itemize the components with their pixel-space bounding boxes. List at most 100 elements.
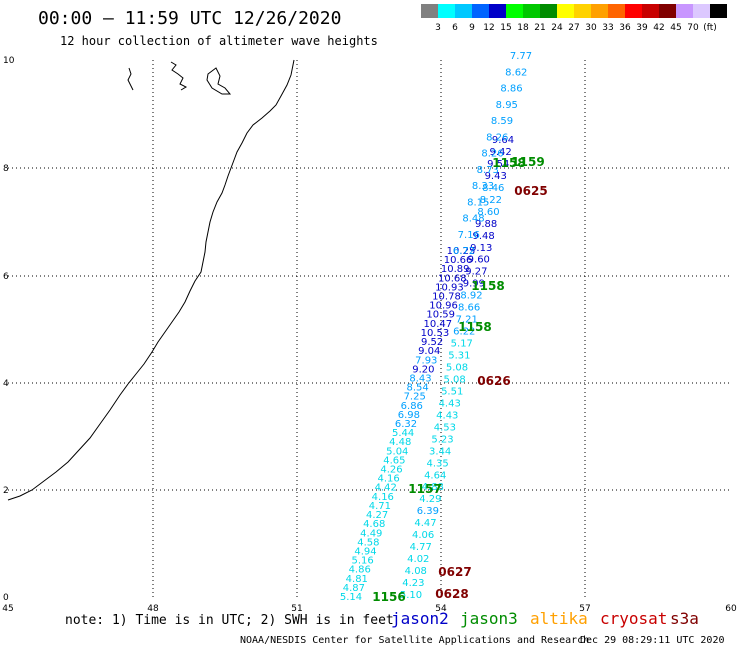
time-label: 1158	[471, 279, 504, 293]
wave-height-label: 9.99	[463, 279, 485, 290]
coastline-path	[7, 59, 295, 501]
time-label: 1159	[511, 155, 544, 169]
wave-height-label: 7.93	[415, 355, 437, 366]
scale-swatch	[472, 4, 489, 18]
wave-height-label: 9.04	[418, 346, 440, 357]
legend-note: note: 1) Time is in UTC; 2) SWH is in fe…	[65, 613, 394, 628]
wave-height-label: 7.21	[456, 315, 478, 326]
lat-tick-label: 8	[3, 164, 9, 174]
wave-height-label: 5.51	[441, 386, 463, 397]
wave-height-label: 4.87	[343, 583, 365, 594]
wave-height-label: 4.94	[354, 547, 376, 558]
wave-height-label: 4.49	[360, 528, 382, 539]
wave-height-label: 4.26	[380, 465, 402, 476]
wave-height-label: 9.43	[485, 171, 507, 182]
lon-tick-label: 60	[725, 604, 737, 614]
wave-height-label: 8.46	[482, 183, 504, 194]
wave-height-label: 10.53	[421, 328, 450, 339]
scale-label: 9	[469, 23, 475, 32]
wave-height-label: 8.15	[467, 197, 489, 208]
scale-swatch	[455, 4, 472, 18]
scale-swatch	[523, 4, 540, 18]
time-label: 0626	[477, 374, 510, 388]
wave-height-label: 4.58	[357, 537, 379, 548]
scale-swatch	[676, 4, 693, 18]
lon-tick-label: 54	[435, 604, 447, 614]
wave-height-label: 10.47	[423, 319, 452, 330]
legend-s3a: s3a	[670, 609, 699, 628]
scale-swatch	[710, 4, 727, 18]
scale-label: 30	[585, 23, 597, 32]
wave-height-label: 4.43	[439, 398, 461, 409]
footer-credit: NOAA/NESDIS Center for Satellite Applica…	[240, 635, 590, 646]
scale-label: 27	[568, 23, 579, 32]
wave-height-label: 4.42	[375, 483, 397, 494]
wave-height-label: 8.22	[480, 195, 502, 206]
scale-swatch	[421, 4, 438, 18]
wave-height-label: 4.47	[414, 518, 436, 529]
scale-label: (ft)	[703, 23, 717, 32]
wave-height-label: 4.81	[346, 574, 368, 585]
time-label: 1158	[458, 320, 491, 334]
scale-label: 45	[670, 23, 681, 32]
wave-height-label: 6.22	[453, 327, 475, 338]
wave-height-label: 8.48	[462, 214, 484, 225]
wave-height-label: 9.52	[421, 337, 443, 348]
wave-height-label: 4.08	[405, 566, 427, 577]
wave-height-label: 3.44	[429, 446, 451, 457]
scale-label: 18	[517, 23, 529, 32]
scale-label: 15	[500, 23, 511, 32]
wave-height-label: 9.54	[487, 159, 509, 170]
scale-swatch	[608, 4, 625, 18]
scale-label: 21	[534, 23, 545, 32]
wave-height-label: 6.98	[398, 410, 420, 421]
wave-height-label: 8.43	[409, 374, 431, 385]
wave-height-label: 4.02	[407, 554, 429, 565]
time-label: 1156	[372, 590, 405, 604]
wave-height-label: 8.33	[472, 181, 494, 192]
wave-height-label: 4.35	[426, 458, 448, 469]
wave-height-label: 4.64	[424, 470, 446, 481]
lon-tick-label: 45	[2, 604, 13, 614]
wave-height-label: 5.31	[448, 351, 470, 362]
scale-label: 70	[687, 23, 699, 32]
wave-height-label: 4.29	[419, 494, 441, 505]
wave-height-label: 8.95	[496, 100, 518, 111]
wave-height-label: 10.25	[447, 246, 476, 257]
scale-swatch	[438, 4, 455, 18]
map-subtitle: 12 hour collection of altimeter wave hei…	[60, 34, 378, 48]
wave-height-label: 6.39	[417, 506, 439, 517]
time-label: 1158	[492, 156, 525, 170]
wave-height-label: 9.27	[465, 267, 487, 278]
wave-height-label: 4.53	[434, 422, 456, 433]
wave-height-label: 9.48	[472, 231, 494, 242]
wave-height-label: 4.77	[410, 542, 432, 553]
wave-height-label: 7.16	[458, 230, 480, 241]
scale-label: 12	[483, 23, 494, 32]
altimeter-tracks: 5.144.874.814.865.164.944.584.494.684.27…	[340, 51, 532, 603]
wave-height-label: 4.86	[349, 565, 371, 576]
axis-labels: 45 48 51 54 57 60 0 2 4 6 8 10	[2, 56, 737, 614]
wave-height-label: 4.71	[369, 501, 391, 512]
wave-height-label: 5.23	[431, 434, 453, 445]
scale-label: 36	[619, 23, 631, 32]
time-label: 0628	[435, 587, 468, 601]
wave-height-label: 4.68	[363, 519, 385, 530]
wave-height-label: 7.25	[404, 392, 426, 403]
lat-tick-label: 2	[3, 486, 9, 496]
wave-height-label: 9.60	[468, 255, 490, 266]
wave-height-label: 8.73	[477, 165, 499, 176]
wave-height-label: 9.64	[492, 135, 514, 146]
lat-tick-label: 4	[3, 379, 9, 389]
wave-height-label: 6.32	[395, 419, 417, 430]
wave-height-label: 8.62	[505, 67, 527, 78]
wave-height-label: 5.14	[340, 592, 362, 603]
legend-cryosat: cryosat	[600, 609, 668, 628]
wave-height-label: 5.10	[400, 590, 422, 601]
island-2	[170, 61, 188, 91]
island-1	[127, 67, 134, 91]
wave-height-label: 10.59	[426, 310, 455, 321]
time-label: 0625	[514, 184, 547, 198]
track-time-labels: 1158 1158 1158 1157 1156 1159 0625 0626 0627 0628	[372, 155, 547, 604]
